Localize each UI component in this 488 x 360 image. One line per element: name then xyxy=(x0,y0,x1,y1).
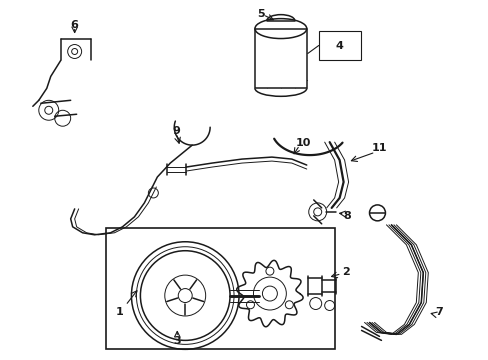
Text: 6: 6 xyxy=(71,19,79,30)
Text: 8: 8 xyxy=(343,211,351,221)
Text: 3: 3 xyxy=(173,336,181,346)
Text: 7: 7 xyxy=(434,307,442,318)
Text: 5: 5 xyxy=(257,9,264,19)
Text: 1: 1 xyxy=(115,307,123,318)
Bar xyxy=(318,31,360,60)
Bar xyxy=(105,228,334,349)
Text: 10: 10 xyxy=(295,138,311,148)
Text: 2: 2 xyxy=(341,267,349,276)
Text: 11: 11 xyxy=(371,143,386,153)
Text: 9: 9 xyxy=(172,126,180,136)
Text: 4: 4 xyxy=(335,41,343,50)
Bar xyxy=(254,28,306,88)
